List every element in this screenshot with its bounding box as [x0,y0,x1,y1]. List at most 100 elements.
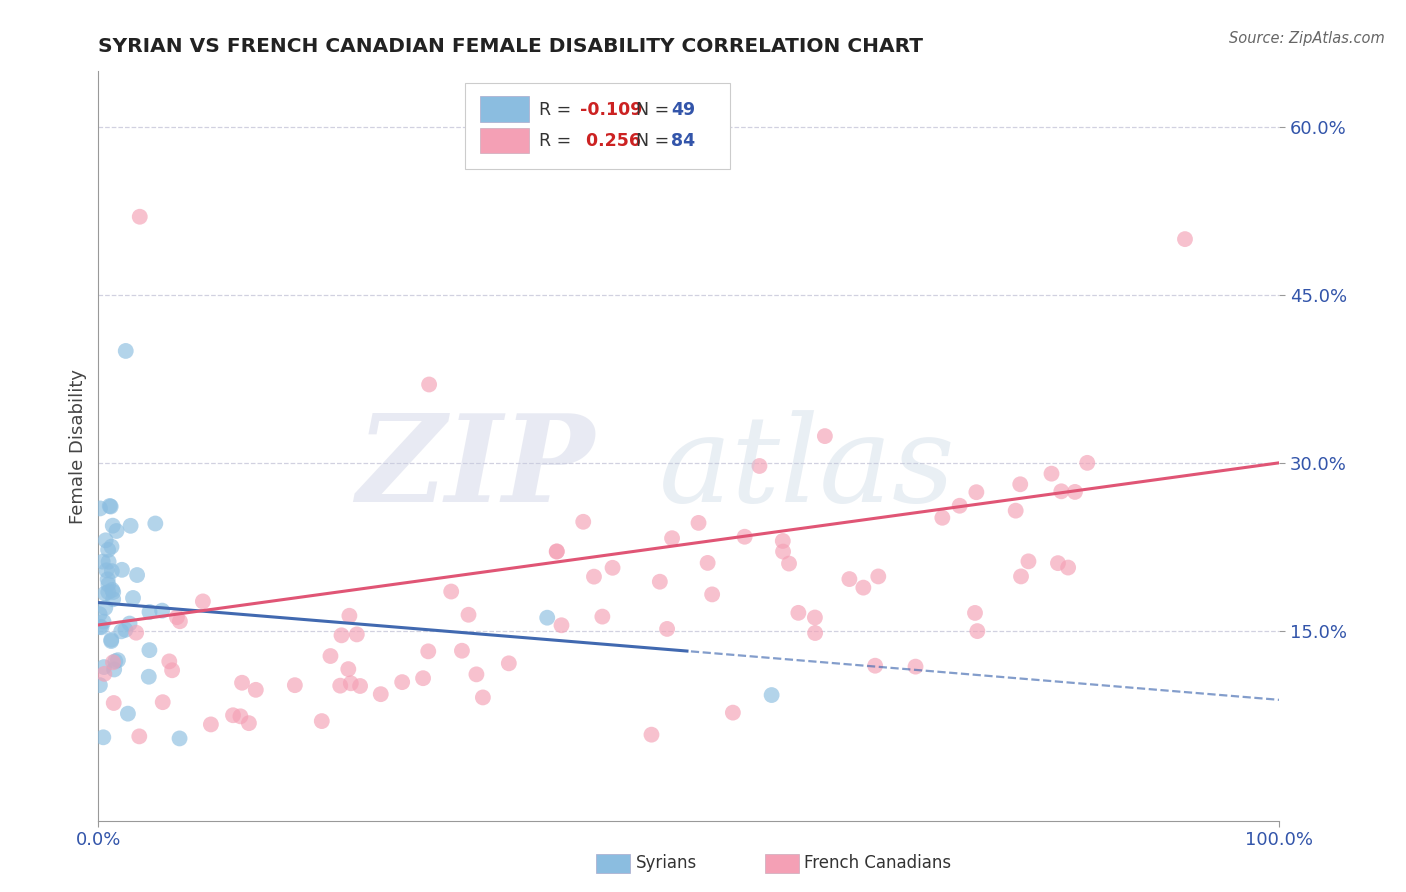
Point [97,555,120,569]
Point [772,533,794,548]
Point [661,531,683,545]
Text: 84: 84 [671,132,696,150]
Point [101,582,124,597]
Point [1017,554,1039,568]
Point [1004,503,1026,517]
Point [688,516,710,530]
Point [111,563,134,577]
Point [89,501,111,516]
Point [700,587,723,601]
Point [101,518,124,533]
Point [931,510,953,524]
Point [1046,556,1069,570]
Point [107,653,129,667]
Point [97,585,120,599]
Point [138,643,160,657]
Point [804,610,827,624]
Point [346,627,368,641]
Point [89,607,111,622]
Point [93,666,115,681]
Point [101,564,124,578]
Point [412,671,434,685]
Point [117,706,139,721]
Point [471,690,494,705]
Point [904,659,927,673]
Point [150,604,173,618]
Point [128,730,150,744]
Point [440,584,463,599]
Point [640,728,662,742]
Text: 0.256: 0.256 [581,132,641,150]
Point [748,458,770,473]
Point [138,670,160,684]
Point [330,628,353,642]
Point [1064,484,1087,499]
Point [370,687,392,701]
Point [169,614,191,628]
Point [128,210,150,224]
Point [97,572,120,586]
Point [340,676,363,690]
Text: French Canadians: French Canadians [804,855,952,872]
Point [200,717,222,731]
Point [104,654,127,668]
Point [591,609,613,624]
Point [89,620,111,634]
Point [101,592,124,607]
Point [169,731,191,746]
Point [118,616,141,631]
Point [838,572,860,586]
Point [94,600,117,615]
Point [536,610,558,624]
Point [110,624,132,639]
Point [319,648,342,663]
Point [91,731,114,745]
Point [120,518,142,533]
Point [122,591,145,605]
Text: SYRIAN VS FRENCH CANADIAN FEMALE DISABILITY CORRELATION CHART: SYRIAN VS FRENCH CANADIAN FEMALE DISABIL… [98,37,924,56]
Point [101,655,124,669]
Point [804,626,827,640]
Point [103,663,125,677]
Point [391,675,413,690]
Point [550,618,572,632]
Point [152,695,174,709]
Point [127,568,149,582]
Point [696,556,718,570]
Point [222,708,245,723]
Point [191,594,214,608]
Point [1057,560,1080,574]
Point [1076,456,1098,470]
Point [138,605,160,619]
Text: 49: 49 [671,101,696,119]
Text: Syrians: Syrians [636,855,697,872]
Point [778,557,800,571]
Point [229,709,252,723]
Point [114,343,136,358]
Point [1174,232,1197,246]
Point [418,377,440,392]
Point [94,533,117,548]
Point [465,667,488,681]
Point [125,625,148,640]
Point [963,606,986,620]
Point [572,515,595,529]
Point [852,581,875,595]
Point [787,606,810,620]
Point [166,610,188,624]
Point [245,682,267,697]
Text: -0.109: -0.109 [581,101,643,119]
Text: ZIP: ZIP [356,409,595,528]
Text: N =: N = [636,101,675,119]
Point [734,530,756,544]
Point [97,542,120,557]
Point [100,634,122,648]
Point [98,499,121,513]
Text: atlas: atlas [658,409,956,527]
Point [1050,484,1073,499]
Point [94,586,117,600]
Point [966,624,988,639]
Point [329,679,352,693]
Point [1010,569,1032,583]
Point [868,569,890,583]
